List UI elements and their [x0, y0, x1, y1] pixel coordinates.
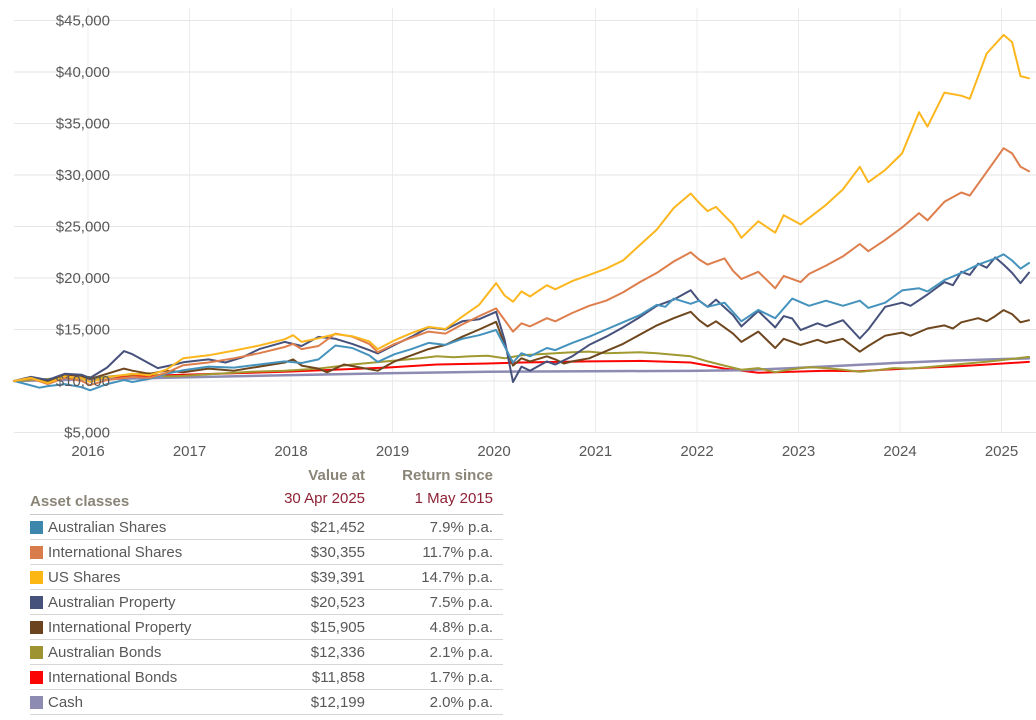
x-axis-label: 2018: [274, 443, 307, 460]
x-axis-label: 2021: [579, 443, 612, 460]
asset-class-label: Australian Property: [48, 593, 176, 611]
asset-class-label: International Property: [48, 618, 192, 636]
table-row[interactable]: Australian Property $20,523 7.5% p.a.: [30, 590, 503, 615]
table-row[interactable]: US Shares $39,391 14.7% p.a.: [30, 565, 503, 590]
asset-return: 14.7% p.a.: [421, 568, 493, 586]
asset-class-label: International Bonds: [48, 668, 178, 686]
value-date-label: 30 Apr 2025: [284, 490, 365, 507]
performance-chart[interactable]: $45,000 $40,000 $35,000 $30,000 $25,000 $20,0…: [0, 0, 1036, 462]
asset-value: $12,199: [310, 693, 365, 711]
asset-table-body: Australian Shares $21,452 7.9% p.a. Interna…: [30, 515, 503, 715]
asset-class-label: US Shares: [48, 568, 121, 586]
y-axis-label: $25,000: [56, 219, 110, 236]
x-axis-label: 2019: [376, 443, 409, 460]
x-axis-label: 2020: [477, 443, 510, 460]
return-column-heading: Return since 1 May 2015: [365, 464, 503, 510]
asset-return: 4.8% p.a.: [429, 618, 493, 636]
legend-swatch: [30, 670, 43, 684]
asset-value: $21,452: [310, 518, 365, 536]
asset-return: 2.0% p.a.: [429, 693, 493, 711]
legend-swatch: [30, 570, 43, 584]
asset-classes-heading: Asset classes: [30, 493, 130, 510]
series-line-cash[interactable]: [12, 357, 1031, 383]
x-axis-label: 2016: [71, 443, 104, 460]
table-row[interactable]: Australian Bonds $12,336 2.1% p.a.: [30, 640, 503, 665]
asset-class-label: Australian Shares: [48, 518, 167, 536]
asset-value: $11,858: [311, 668, 365, 686]
y-axis-label: $10,000: [56, 373, 110, 390]
x-axis-label: 2025: [985, 443, 1018, 460]
series-line-australian-bonds[interactable]: [13, 350, 1030, 382]
x-axis-label: 2023: [782, 443, 815, 460]
asset-class-label: International Shares: [48, 543, 183, 561]
asset-return: 7.9% p.a.: [429, 518, 493, 536]
legend-swatch: [30, 520, 43, 534]
y-axis-label: $45,000: [56, 13, 110, 30]
series-line-international-property[interactable]: [13, 309, 1030, 382]
asset-return: 7.5% p.a.: [429, 593, 493, 611]
y-axis-label: $40,000: [56, 64, 110, 81]
y-axis-label: $5,000: [64, 425, 110, 442]
table-row[interactable]: International Bonds $11,858 1.7% p.a.: [30, 665, 503, 690]
y-axis-label: $20,000: [56, 270, 110, 287]
table-row[interactable]: International Shares $30,355 11.7% p.a.: [30, 540, 503, 565]
table-row[interactable]: Cash $12,199 2.0% p.a.: [30, 690, 503, 715]
asset-class-label: Australian Bonds: [48, 643, 162, 661]
legend-swatch: [30, 695, 43, 709]
asset-value: $20,523: [310, 593, 365, 611]
asset-value: $12,336: [310, 643, 365, 661]
y-axis-label: $15,000: [56, 322, 110, 339]
y-axis-label: $35,000: [56, 116, 110, 133]
asset-return: 2.1% p.a.: [429, 643, 493, 661]
table-row[interactable]: Australian Shares $21,452 7.9% p.a.: [30, 515, 503, 540]
x-axis-label: 2024: [883, 443, 916, 460]
asset-class-table: Asset classes Value at 30 Apr 2025 Retur…: [30, 464, 503, 715]
asset-return: 1.7% p.a.: [429, 668, 493, 686]
y-axis-label: $30,000: [56, 167, 110, 184]
value-at-label: Value at: [308, 467, 365, 484]
series-line-international-shares[interactable]: [13, 147, 1030, 387]
asset-class-label: Cash: [48, 693, 84, 711]
table-row[interactable]: International Property $15,905 4.8% p.a.: [30, 615, 503, 640]
asset-value: $15,905: [310, 618, 365, 636]
table-header: Asset classes Value at 30 Apr 2025 Retur…: [30, 464, 503, 515]
series-line-us-shares[interactable]: [13, 33, 1030, 385]
x-axis-label: 2022: [680, 443, 713, 460]
asset-value: $39,391: [310, 568, 365, 586]
series-line-australian-shares[interactable]: [13, 253, 1030, 392]
legend-swatch: [30, 545, 43, 559]
x-axis-label: 2017: [173, 443, 206, 460]
legend-swatch: [30, 620, 43, 634]
asset-value: $30,355: [310, 543, 365, 561]
return-date-label: 1 May 2015: [414, 490, 493, 507]
value-column-heading: Value at 30 Apr 2025: [260, 464, 365, 510]
legend-swatch: [30, 645, 43, 659]
legend-swatch: [30, 595, 43, 609]
asset-return: 11.7% p.a.: [422, 543, 493, 561]
return-since-label: Return since: [402, 467, 493, 484]
chart-area[interactable]: $45,000 $40,000 $35,000 $30,000 $25,000 $20,0…: [0, 0, 1036, 462]
series-line-australian-property[interactable]: [13, 256, 1030, 383]
